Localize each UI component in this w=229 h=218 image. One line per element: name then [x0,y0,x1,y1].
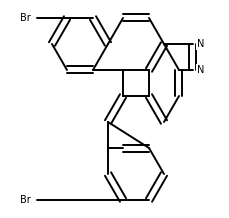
Text: Br: Br [19,13,30,23]
Text: N: N [196,39,204,49]
Text: N: N [196,65,204,75]
Text: Br: Br [19,195,30,205]
